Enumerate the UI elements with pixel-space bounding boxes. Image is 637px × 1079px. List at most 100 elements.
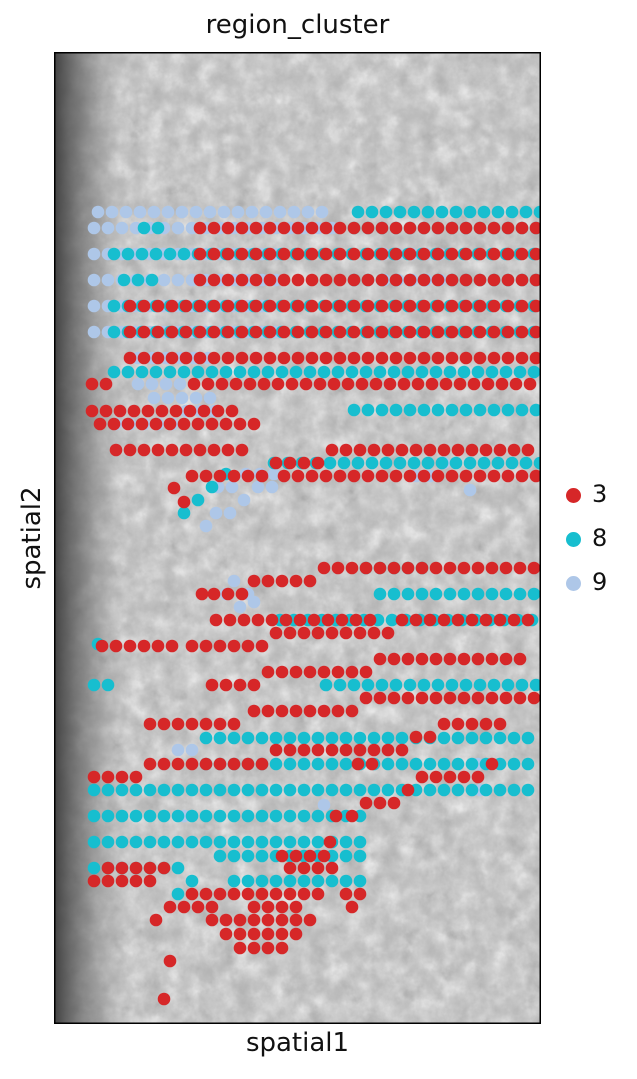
spot-cluster-9 bbox=[245, 205, 259, 219]
spot-cluster-3 bbox=[403, 221, 417, 235]
spot-cluster-8 bbox=[227, 809, 241, 823]
spot-cluster-9 bbox=[199, 519, 213, 533]
spot-cluster-3 bbox=[277, 325, 291, 339]
spot-cluster-3 bbox=[345, 704, 359, 718]
spot-cluster-8 bbox=[351, 205, 365, 219]
spot-cluster-3 bbox=[359, 561, 373, 575]
spot-cluster-9 bbox=[87, 247, 101, 261]
spot-cluster-3 bbox=[437, 717, 451, 731]
spot-cluster-8 bbox=[311, 757, 325, 771]
spot-cluster-3 bbox=[143, 717, 157, 731]
spot-cluster-3 bbox=[389, 469, 403, 483]
spot-cluster-8 bbox=[283, 874, 297, 888]
spot-cluster-3 bbox=[275, 941, 289, 955]
spot-cluster-3 bbox=[199, 717, 213, 731]
spot-cluster-3 bbox=[193, 325, 207, 339]
spot-cluster-3 bbox=[219, 678, 233, 692]
spot-cluster-8 bbox=[143, 835, 157, 849]
spot-cluster-3 bbox=[157, 992, 171, 1006]
spot-cluster-3 bbox=[327, 377, 341, 391]
spot-cluster-3 bbox=[95, 639, 109, 653]
legend-label-8: 8 bbox=[592, 524, 608, 552]
spot-cluster-3 bbox=[191, 417, 205, 431]
spot-cluster-3 bbox=[527, 561, 541, 575]
spot-cluster-3 bbox=[235, 299, 249, 313]
spot-cluster-3 bbox=[493, 443, 507, 457]
spot-cluster-8 bbox=[297, 757, 311, 771]
spot-cluster-8 bbox=[385, 613, 399, 627]
spot-cluster-3 bbox=[411, 377, 425, 391]
legend-label-9: 9 bbox=[592, 568, 608, 596]
spot-cluster-3 bbox=[429, 561, 443, 575]
spot-cluster-8 bbox=[407, 456, 421, 470]
spot-cluster-8 bbox=[449, 205, 463, 219]
spot-cluster-8 bbox=[393, 456, 407, 470]
spot-cluster-9 bbox=[231, 205, 245, 219]
spot-cluster-3 bbox=[361, 351, 375, 365]
spot-cluster-3 bbox=[347, 351, 361, 365]
spot-cluster-3 bbox=[499, 652, 513, 666]
spot-cluster-3 bbox=[319, 221, 333, 235]
spot-cluster-8 bbox=[227, 874, 241, 888]
spot-cluster-3 bbox=[303, 849, 317, 863]
spot-cluster-3 bbox=[221, 587, 235, 601]
spot-cluster-3 bbox=[271, 377, 285, 391]
spot-cluster-3 bbox=[227, 639, 241, 653]
spot-cluster-3 bbox=[347, 469, 361, 483]
spot-cluster-3 bbox=[85, 404, 99, 418]
spot-cluster-3 bbox=[249, 221, 263, 235]
spot-cluster-3 bbox=[195, 587, 209, 601]
spot-cluster-3 bbox=[323, 835, 337, 849]
spot-cluster-9 bbox=[87, 221, 101, 235]
legend-marker-3 bbox=[566, 488, 581, 503]
spot-cluster-8 bbox=[339, 731, 353, 745]
spot-cluster-3 bbox=[109, 443, 123, 457]
spot-cluster-3 bbox=[417, 325, 431, 339]
spot-cluster-3 bbox=[417, 247, 431, 261]
spot-cluster-3 bbox=[365, 757, 379, 771]
spot-cluster-3 bbox=[359, 665, 373, 679]
spot-cluster-3 bbox=[345, 900, 359, 914]
spot-cluster-3 bbox=[213, 887, 227, 901]
spot-cluster-8 bbox=[367, 783, 381, 797]
spot-cluster-3 bbox=[185, 717, 199, 731]
spot-cluster-8 bbox=[487, 403, 501, 417]
spot-cluster-3 bbox=[513, 652, 527, 666]
spot-cluster-8 bbox=[269, 874, 283, 888]
spot-cluster-3 bbox=[249, 351, 263, 365]
spot-cluster-3 bbox=[325, 861, 339, 875]
spot-cluster-3 bbox=[485, 757, 499, 771]
spot-cluster-9 bbox=[91, 205, 105, 219]
spot-cluster-8 bbox=[297, 835, 311, 849]
spot-cluster-8 bbox=[389, 403, 403, 417]
spot-cluster-3 bbox=[221, 273, 235, 287]
spot-cluster-9 bbox=[171, 743, 185, 757]
spot-cluster-8 bbox=[129, 783, 143, 797]
legend: 3 8 9 bbox=[562, 478, 632, 610]
spot-cluster-3 bbox=[353, 887, 367, 901]
spot-cluster-9 bbox=[171, 273, 185, 287]
spot-cluster-3 bbox=[233, 417, 247, 431]
spot-cluster-3 bbox=[235, 443, 249, 457]
spot-cluster-9 bbox=[147, 391, 161, 405]
spot-cluster-3 bbox=[185, 469, 199, 483]
spot-cluster-3 bbox=[171, 717, 185, 731]
spot-cluster-3 bbox=[383, 377, 397, 391]
spot-cluster-3 bbox=[289, 900, 303, 914]
spot-cluster-9 bbox=[105, 205, 119, 219]
spot-cluster-3 bbox=[251, 613, 265, 627]
spot-cluster-3 bbox=[471, 770, 485, 784]
spot-cluster-3 bbox=[389, 325, 403, 339]
spot-cluster-3 bbox=[247, 941, 261, 955]
spot-cluster-3 bbox=[501, 351, 515, 365]
spot-cluster-3 bbox=[291, 221, 305, 235]
spot-cluster-3 bbox=[353, 743, 367, 757]
spot-cluster-3 bbox=[141, 404, 155, 418]
spot-cluster-3 bbox=[221, 247, 235, 261]
spot-cluster-3 bbox=[283, 743, 297, 757]
spot-cluster-3 bbox=[389, 351, 403, 365]
spot-cluster-3 bbox=[219, 913, 233, 927]
x-axis-label: spatial1 bbox=[245, 1028, 350, 1058]
spot-cluster-3 bbox=[361, 273, 375, 287]
spot-cluster-3 bbox=[193, 351, 207, 365]
